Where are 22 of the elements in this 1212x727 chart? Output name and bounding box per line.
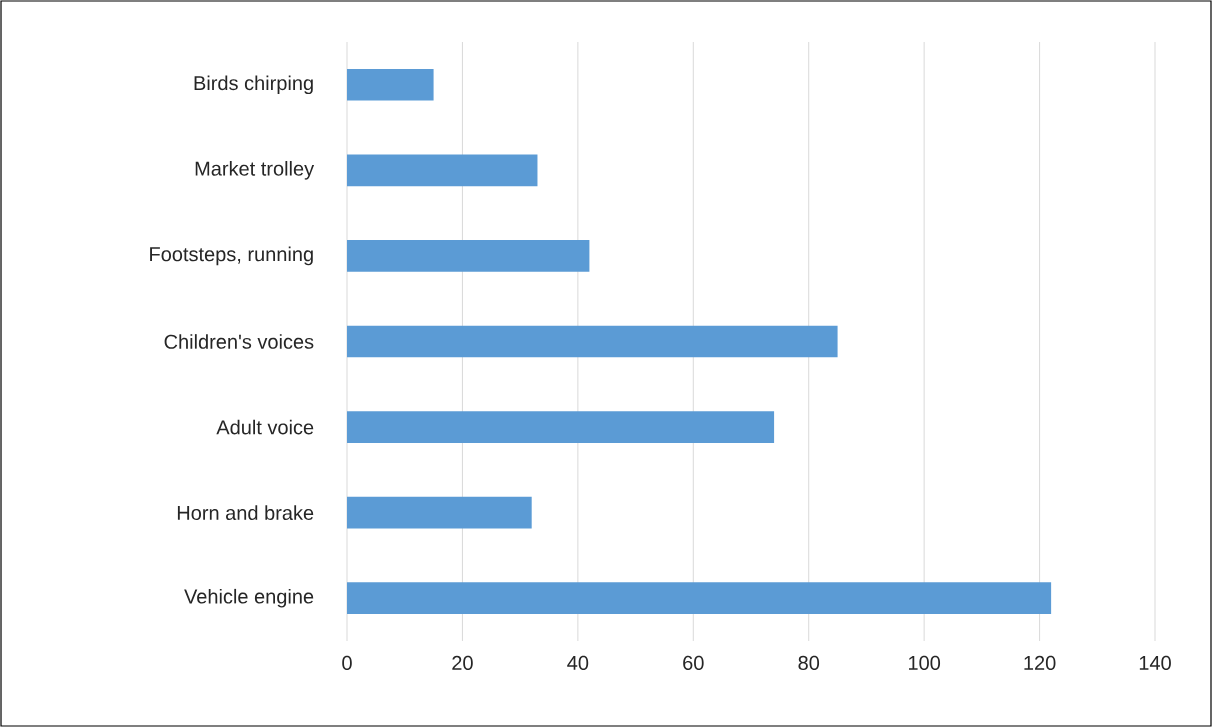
bar bbox=[347, 411, 775, 443]
x-tick-label: 60 bbox=[683, 655, 704, 671]
y-tick-label: Horn and brake bbox=[177, 505, 314, 520]
y-tick-label: Market trolley bbox=[195, 161, 315, 180]
bar bbox=[347, 68, 434, 101]
y-tick-label: Birds chirping bbox=[194, 75, 313, 95]
y-tick-label: Vehicle engine bbox=[184, 588, 314, 608]
y-tick-label: Adult voice bbox=[216, 419, 314, 435]
bar bbox=[347, 154, 538, 187]
bar bbox=[347, 240, 590, 272]
y-tick-label: Children's voices bbox=[164, 334, 314, 349]
x-tick-label: 120 bbox=[1024, 655, 1056, 671]
x-tick-label: 80 bbox=[798, 655, 820, 671]
bar bbox=[347, 325, 838, 358]
y-tick-label: Footsteps, running bbox=[150, 246, 313, 266]
x-tick-label: 0 bbox=[342, 655, 352, 671]
x-tick-label: 20 bbox=[452, 655, 473, 671]
x-tick-label: 140 bbox=[1139, 655, 1171, 671]
x-tick-label: 40 bbox=[567, 655, 589, 671]
x-tick-label: 100 bbox=[909, 655, 941, 671]
bar bbox=[347, 582, 1052, 615]
bar bbox=[347, 496, 532, 529]
